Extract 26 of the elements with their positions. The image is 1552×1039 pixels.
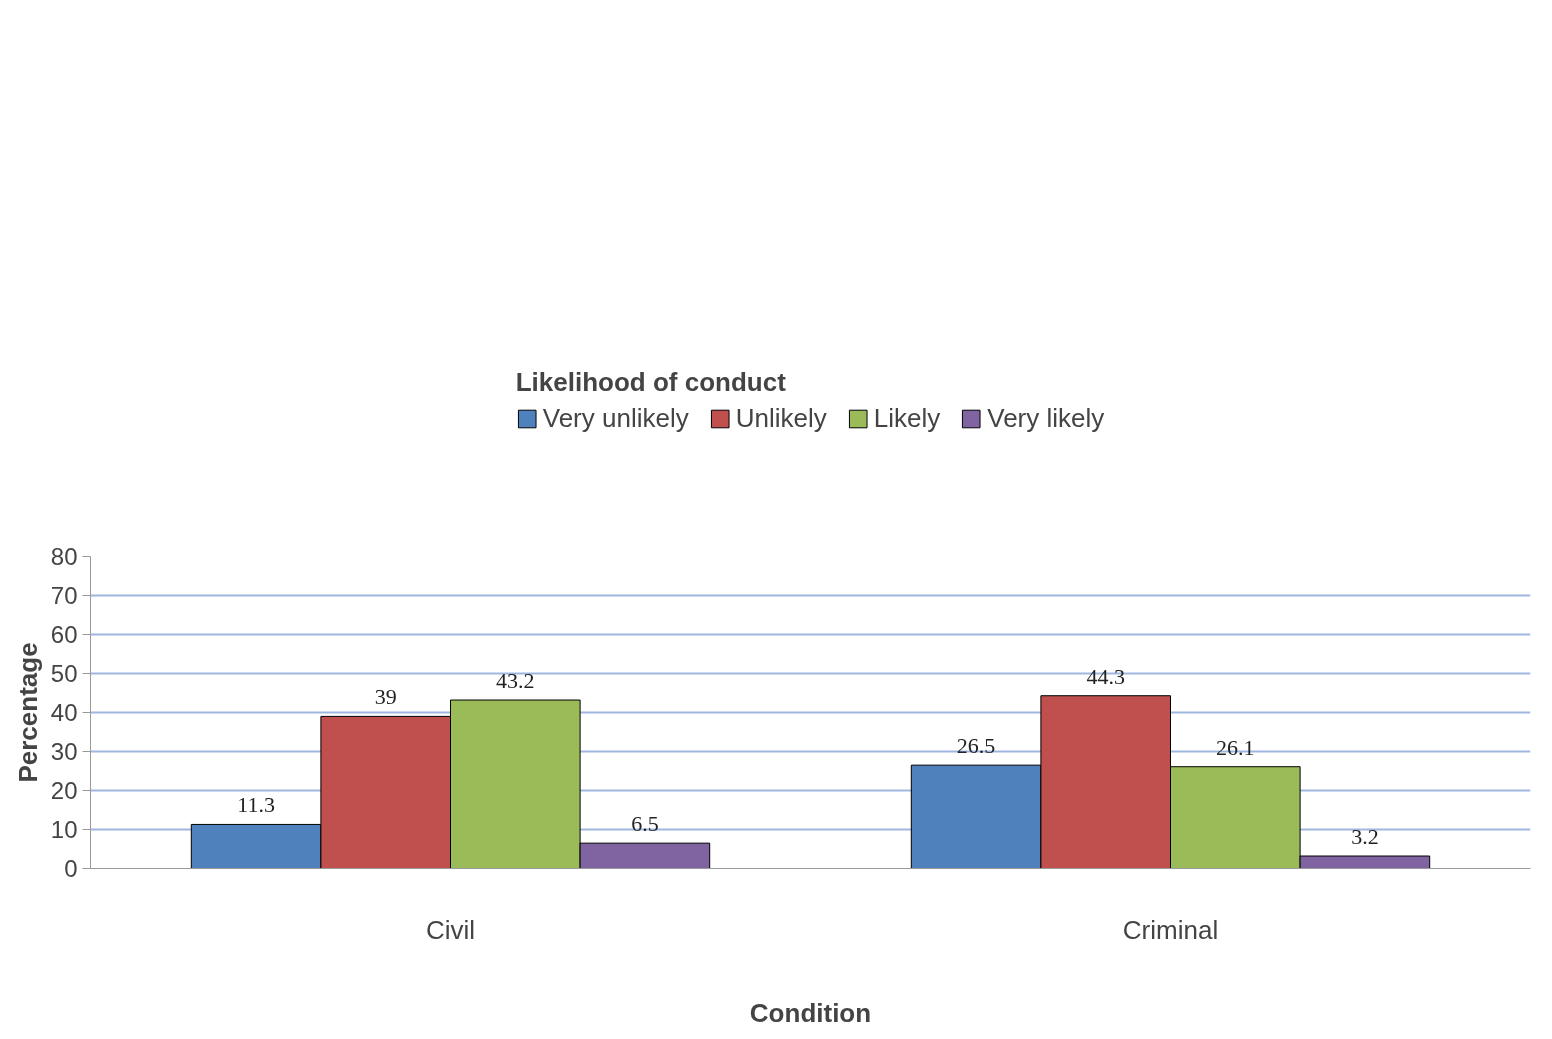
data-label: 11.3 [237, 792, 275, 818]
y-tick-label: 10 [50, 816, 78, 843]
x-axis-title: Condition [749, 997, 872, 1028]
data-label: 26.5 [956, 733, 996, 759]
y-tick-label: 40 [50, 699, 78, 726]
y-tick-label: 20 [50, 777, 78, 804]
data-label: 39 [374, 684, 397, 710]
x-tick-label: Criminal [1122, 914, 1219, 945]
legend-label: Unlikely [735, 402, 827, 434]
legend-label: Very unlikely [542, 402, 689, 434]
y-tick-label: 70 [50, 582, 78, 609]
legend-label: Likely [873, 402, 941, 434]
data-label: 6.5 [631, 811, 659, 837]
data-label: 26.1 [1216, 734, 1255, 760]
data-label: 3.2 [1351, 824, 1379, 850]
legend-label: Very likely [987, 402, 1105, 434]
y-tick-label: 30 [50, 738, 78, 765]
y-tick-label: 60 [50, 621, 78, 648]
y-tick-label: 50 [50, 660, 78, 687]
legend-title: Likelihood of conduct [515, 366, 787, 398]
data-label: 44.3 [1086, 663, 1125, 689]
data-label: 43.2 [496, 668, 535, 694]
x-tick-label: Civil [425, 914, 476, 945]
y-tick-label: 0 [64, 855, 78, 882]
y-axis-title: Percentage [12, 642, 43, 783]
y-tick-label: 80 [50, 543, 78, 570]
